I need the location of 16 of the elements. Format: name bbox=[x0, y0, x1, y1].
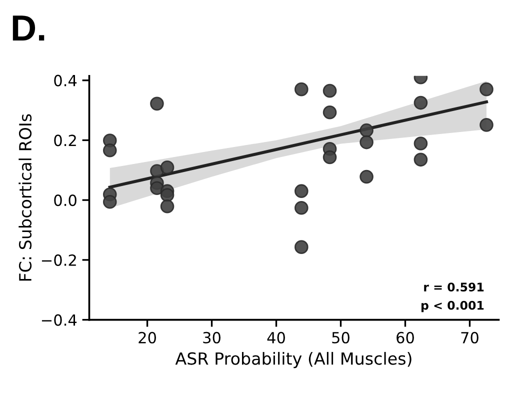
y-tick-label: −0.4 bbox=[42, 314, 77, 326]
annotation: r = 0.591 bbox=[424, 282, 484, 292]
y-tick-label: 0.4 bbox=[54, 74, 77, 86]
x-tick-label: 20 bbox=[138, 332, 156, 344]
x-tick-label: 40 bbox=[267, 332, 285, 344]
y-axis-title: FC: Subcortical ROIs bbox=[18, 114, 32, 281]
x-tick-label: 70 bbox=[461, 332, 478, 344]
y-tick-label: −0.2 bbox=[42, 254, 76, 266]
x-axis-title: ASR Probability (All Muscles) bbox=[175, 352, 412, 368]
x-tick-label: 50 bbox=[332, 332, 350, 344]
chart-title: D. bbox=[12, 16, 44, 41]
annotation: p < 0.001 bbox=[422, 300, 484, 312]
x-tick-label: 60 bbox=[396, 332, 414, 344]
x-tick-label: 30 bbox=[203, 332, 220, 344]
y-tick-label: 0.2 bbox=[54, 134, 76, 146]
y-tick-label: 0.0 bbox=[54, 194, 76, 206]
